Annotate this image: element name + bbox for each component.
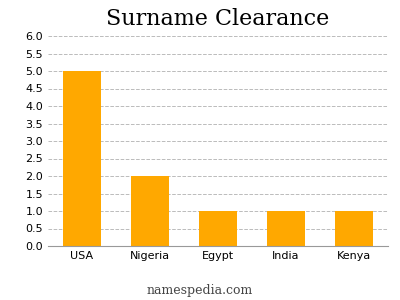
Bar — [131, 176, 169, 246]
Text: namespedia.com: namespedia.com — [147, 284, 253, 297]
Bar — [267, 211, 305, 246]
Bar — [63, 71, 101, 246]
Bar — [199, 211, 237, 246]
Bar — [335, 211, 373, 246]
Title: Surname Clearance: Surname Clearance — [106, 8, 330, 30]
